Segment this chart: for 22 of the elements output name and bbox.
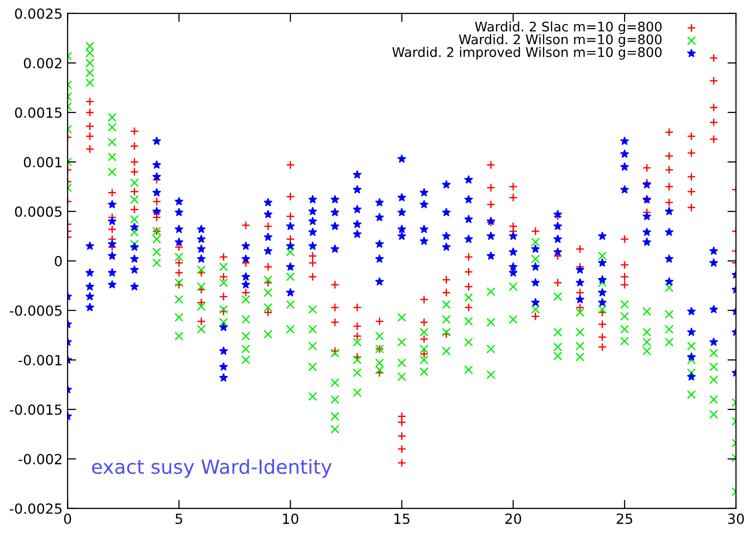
y-tick-label: 0.0015 bbox=[15, 107, 62, 118]
x-tick-label: 15 bbox=[394, 514, 410, 524]
y-tick-label: 0.0005 bbox=[15, 206, 62, 217]
x-tick-label: 30 bbox=[728, 514, 744, 524]
legend-label: Wardid. 2 Wilson m=10 g=800 bbox=[458, 34, 662, 47]
x-tick-label: 25 bbox=[616, 514, 632, 524]
y-tick-label: -0.001 bbox=[18, 354, 62, 366]
y-tick-label: -0.0025 bbox=[10, 503, 62, 514]
y-tick-label: 0 bbox=[54, 256, 62, 266]
y-tick-label: -0.0015 bbox=[10, 404, 62, 415]
y-tick-label: -0.002 bbox=[18, 454, 62, 464]
x-tick-label: 10 bbox=[283, 514, 298, 524]
legend-label: Wardid. 2 Slac m=10 g=800 bbox=[474, 21, 662, 34]
x-tick-label: 0 bbox=[64, 514, 72, 524]
y-tick-label: 0.0025 bbox=[15, 8, 62, 19]
legend-label: Wardid. 2 improved Wilson m=10 g=800 bbox=[392, 46, 662, 60]
y-tick-label: -0.0005 bbox=[10, 305, 62, 316]
x-tick-label: 20 bbox=[505, 514, 522, 524]
x-tick-label: 5 bbox=[176, 514, 182, 524]
annotation: exact susy Ward-Identity bbox=[92, 458, 332, 478]
y-tick-label: 0.002 bbox=[24, 58, 62, 68]
y-tick-label: 0.001 bbox=[24, 156, 62, 168]
